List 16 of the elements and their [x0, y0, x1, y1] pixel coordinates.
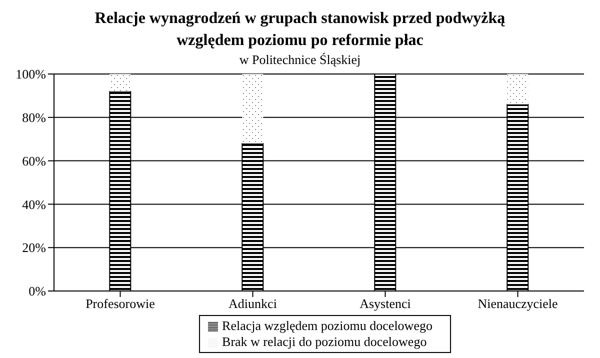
bar — [507, 74, 528, 104]
x-tick-label: Asystenci — [360, 296, 412, 312]
legend-label: Brak w relacji do poziomu docelowego — [222, 334, 427, 349]
x-tick-label: Nienauczyciele — [478, 296, 558, 312]
x-tick-label: Profesorowie — [86, 296, 156, 312]
y-tick-label: 80% — [22, 110, 46, 126]
bar — [110, 74, 131, 92]
y-tick-label: 40% — [22, 196, 46, 212]
y-tick-label: 0% — [28, 284, 46, 299]
x-tick-label: Adiunkci — [228, 296, 278, 312]
y-tick-label: 20% — [22, 240, 46, 256]
y-tick-label: 100% — [16, 66, 46, 82]
legend-label: Relacja względem poziomu docelowego — [222, 318, 432, 333]
chart-title: Relacje wynagrodzeń w grupach stanowisk przed podwyżką względem poziomu po reformie płac — [94, 9, 506, 51]
chart-subtitle: w Politechnice Śląskiej — [238, 52, 362, 68]
y-tick-label: 60% — [22, 153, 46, 168]
